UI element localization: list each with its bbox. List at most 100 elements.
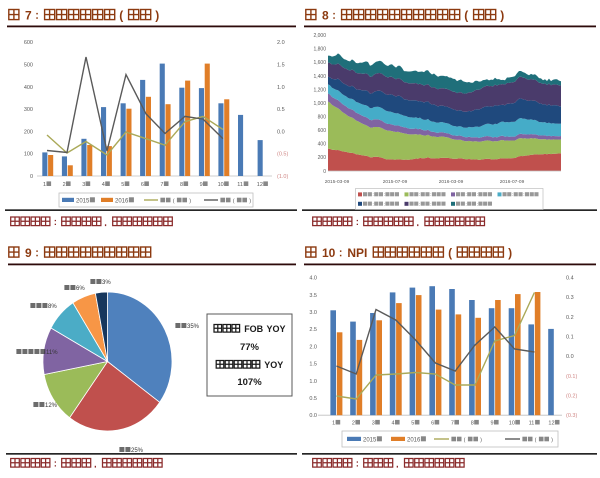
svg-text:6: 6 <box>141 182 144 188</box>
svg-text:8: 8 <box>180 182 183 188</box>
svg-text:2.5: 2.5 <box>309 327 317 333</box>
svg-text:(: ( <box>535 437 537 443</box>
svg-text:): ) <box>551 437 553 443</box>
svg-text:(0.3): (0.3) <box>566 413 577 419</box>
svg-text:2.0: 2.0 <box>309 344 317 350</box>
svg-text:6: 6 <box>431 421 434 427</box>
svg-text:1,400: 1,400 <box>313 74 326 80</box>
svg-text:2: 2 <box>63 182 66 188</box>
svg-text:8: 8 <box>471 421 474 427</box>
svg-text::: : <box>384 202 385 207</box>
svg-text:77%: 77% <box>240 342 260 353</box>
svg-text:200: 200 <box>24 129 33 135</box>
svg-text:800: 800 <box>318 115 327 121</box>
svg-text:12: 12 <box>257 182 263 188</box>
svg-text:(: ( <box>119 9 123 23</box>
svg-text:2016: 2016 <box>407 437 421 443</box>
svg-text:1,000: 1,000 <box>313 101 326 107</box>
svg-text:(: ( <box>464 437 466 443</box>
svg-text::: : <box>477 202 478 207</box>
svg-text:(: ( <box>173 198 175 204</box>
svg-text:0.2: 0.2 <box>566 315 574 321</box>
svg-text:9: 9 <box>491 421 494 427</box>
svg-text:1: 1 <box>43 182 46 188</box>
svg-text:200: 200 <box>318 155 327 161</box>
svg-text:2.0: 2.0 <box>277 40 285 46</box>
svg-text::: : <box>523 192 524 197</box>
svg-text:4: 4 <box>102 182 105 188</box>
svg-text:(: ( <box>448 246 452 260</box>
svg-text:5: 5 <box>121 182 124 188</box>
svg-text:11%: 11% <box>46 350 58 356</box>
svg-text:300: 300 <box>24 107 33 113</box>
svg-text:(0.2): (0.2) <box>566 394 577 400</box>
svg-text:0: 0 <box>323 169 326 175</box>
svg-text:YOY: YOY <box>264 360 283 370</box>
svg-text::: : <box>466 202 467 207</box>
svg-text:6%: 6% <box>76 286 85 292</box>
svg-text:0.0: 0.0 <box>566 354 574 360</box>
svg-text:): ) <box>508 246 512 260</box>
svg-text:12: 12 <box>548 421 554 427</box>
svg-text:4: 4 <box>392 421 395 427</box>
svg-text:2016-07-09: 2016-07-09 <box>500 179 525 185</box>
svg-text:3: 3 <box>82 182 85 188</box>
svg-text:2016-03-09: 2016-03-09 <box>439 179 464 185</box>
svg-text:9: 9 <box>200 182 203 188</box>
svg-text:2015: 2015 <box>76 198 90 204</box>
svg-text:0.5: 0.5 <box>309 396 317 402</box>
svg-text:1,200: 1,200 <box>313 87 326 93</box>
svg-text::: : <box>373 192 374 197</box>
svg-text:(0.5): (0.5) <box>277 152 288 158</box>
svg-text:8: 8 <box>322 9 329 23</box>
svg-text:10: 10 <box>218 182 224 188</box>
svg-text:3: 3 <box>372 421 375 427</box>
svg-text:400: 400 <box>24 85 33 91</box>
svg-text:1.0: 1.0 <box>309 379 317 385</box>
svg-text:4.0: 4.0 <box>309 276 317 282</box>
svg-text::: : <box>419 192 420 197</box>
svg-text:1.0: 1.0 <box>277 85 285 91</box>
svg-text:0.5: 0.5 <box>277 107 285 113</box>
svg-text:): ) <box>249 198 251 204</box>
svg-text:YOY: YOY <box>267 324 286 334</box>
svg-text:(1.0): (1.0) <box>277 174 288 180</box>
svg-text:5: 5 <box>411 421 414 427</box>
svg-text:): ) <box>480 437 482 443</box>
svg-text:FOB: FOB <box>244 324 263 334</box>
svg-text:): ) <box>155 9 159 23</box>
svg-text::: : <box>384 192 385 197</box>
svg-text:600: 600 <box>318 128 327 134</box>
svg-text:400: 400 <box>318 142 327 148</box>
svg-text:7: 7 <box>25 9 32 23</box>
svg-text:1,600: 1,600 <box>313 60 326 66</box>
svg-text:(: ( <box>233 198 235 204</box>
svg-text:10: 10 <box>509 421 515 427</box>
svg-text:0.4: 0.4 <box>566 276 574 282</box>
svg-text::: : <box>430 202 431 207</box>
svg-text:(: ( <box>464 9 468 23</box>
svg-text::: : <box>373 202 374 207</box>
svg-text:11: 11 <box>529 421 535 427</box>
svg-text:3.5: 3.5 <box>309 293 317 299</box>
svg-text:1: 1 <box>332 421 335 427</box>
svg-text:0.1: 0.1 <box>566 335 574 341</box>
svg-text:3.0: 3.0 <box>309 310 317 316</box>
svg-text:2015-07-09: 2015-07-09 <box>383 179 408 185</box>
svg-text:35%: 35% <box>187 324 200 330</box>
svg-text:2,000: 2,000 <box>313 33 326 39</box>
svg-text:7: 7 <box>160 182 163 188</box>
svg-text:): ) <box>500 9 504 23</box>
svg-text:2016: 2016 <box>115 198 129 204</box>
svg-text:2: 2 <box>352 421 355 427</box>
svg-text:0.0: 0.0 <box>309 413 317 419</box>
svg-text:107%: 107% <box>237 377 262 388</box>
svg-text:0.3: 0.3 <box>566 295 574 301</box>
svg-text:7: 7 <box>451 421 454 427</box>
svg-text:10: 10 <box>322 246 336 260</box>
svg-text:1.5: 1.5 <box>309 362 317 368</box>
svg-text:2015: 2015 <box>363 437 377 443</box>
svg-text:8%: 8% <box>48 304 57 310</box>
svg-text::: : <box>477 192 478 197</box>
svg-text::: : <box>466 192 467 197</box>
